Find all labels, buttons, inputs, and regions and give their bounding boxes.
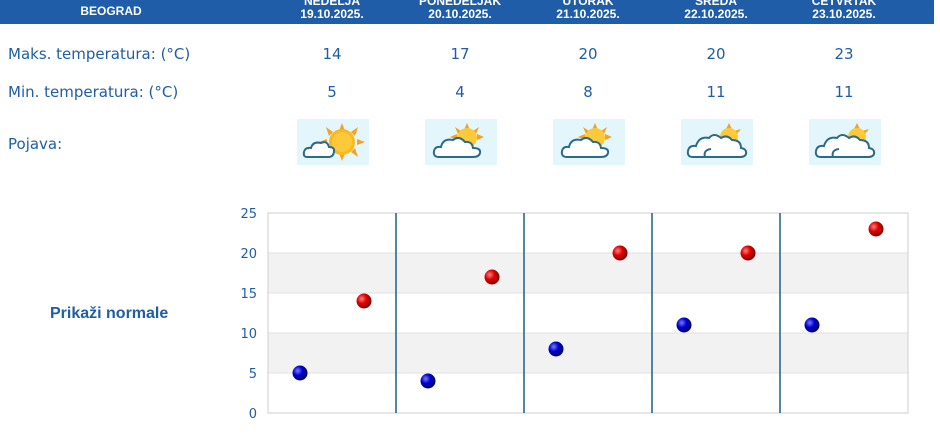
y-tick-label: 5 — [249, 367, 257, 382]
min-temp-day-3: 8 — [583, 83, 593, 101]
mostly-cloudy-icon — [681, 119, 753, 165]
partly-cloudy-icon — [425, 119, 497, 165]
partly-cloudy-icon — [553, 119, 625, 165]
day-date: 22.10.2025. — [684, 7, 748, 21]
min-temp-day-4: 11 — [706, 83, 726, 101]
show-normals-link[interactable]: Prikaži normale — [50, 305, 169, 322]
min-temp-marker — [292, 365, 308, 381]
weather-label: Pojava: — [8, 135, 63, 153]
min-temp-label: Min. temperatura: (°C) — [8, 83, 179, 101]
header-day-5: ČETVRTAK 23.10.2025. — [794, 0, 894, 21]
header-day-2: PONEDELJAK 20.10.2025. — [410, 0, 510, 21]
day-date: 20.10.2025. — [428, 7, 492, 21]
max-temp-day-2: 17 — [450, 45, 470, 63]
y-tick-label: 20 — [240, 247, 257, 262]
header-day-1: NEDELJA 19.10.2025. — [282, 0, 382, 21]
y-tick-label: 25 — [240, 207, 257, 222]
chart-band — [268, 253, 908, 293]
max-temp-day-5: 23 — [834, 45, 854, 63]
day-name: ČETVRTAK — [811, 0, 877, 8]
chart-band — [268, 373, 908, 413]
max-temp-day-4: 20 — [706, 45, 726, 63]
max-temp-marker — [740, 245, 756, 261]
min-temp-marker — [676, 317, 692, 333]
y-tick-label: 0 — [249, 407, 257, 422]
day-name: SREDA — [694, 0, 737, 8]
max-temp-day-1: 14 — [322, 45, 342, 63]
min-temp-day-5: 11 — [834, 83, 854, 101]
min-temp-day-1: 5 — [327, 83, 337, 101]
min-temp-marker — [420, 373, 436, 389]
day-date: 21.10.2025. — [556, 7, 620, 21]
header-day-4: SREDA 22.10.2025. — [666, 0, 766, 21]
min-temp-marker — [548, 341, 564, 357]
mostly-cloudy-icon — [809, 119, 881, 165]
y-tick-label: 10 — [240, 327, 257, 342]
max-temp-label: Maks. temperatura: (°C) — [8, 45, 191, 63]
day-date: 19.10.2025. — [300, 7, 364, 21]
day-name: UTORAK — [562, 0, 614, 8]
header-day-3: UTORAK 21.10.2025. — [538, 0, 638, 21]
day-name: PONEDELJAK — [418, 0, 501, 8]
forecast-header — [0, 0, 934, 24]
max-temp-marker — [484, 269, 500, 285]
chart-band — [268, 293, 908, 333]
day-name: NEDELJA — [303, 0, 360, 8]
max-temp-marker — [612, 245, 628, 261]
chart-band — [268, 333, 908, 373]
city-name: BEOGRAD — [80, 4, 142, 18]
min-temp-day-2: 4 — [455, 83, 465, 101]
max-temp-day-3: 20 — [578, 45, 598, 63]
max-temp-marker — [868, 221, 884, 237]
y-tick-label: 15 — [240, 287, 257, 302]
day-date: 23.10.2025. — [812, 7, 876, 21]
plot-border — [267, 212, 909, 414]
max-temp-marker — [356, 293, 372, 309]
mostly-sunny-icon — [297, 119, 369, 165]
chart-band — [268, 213, 908, 253]
min-temp-marker — [804, 317, 820, 333]
